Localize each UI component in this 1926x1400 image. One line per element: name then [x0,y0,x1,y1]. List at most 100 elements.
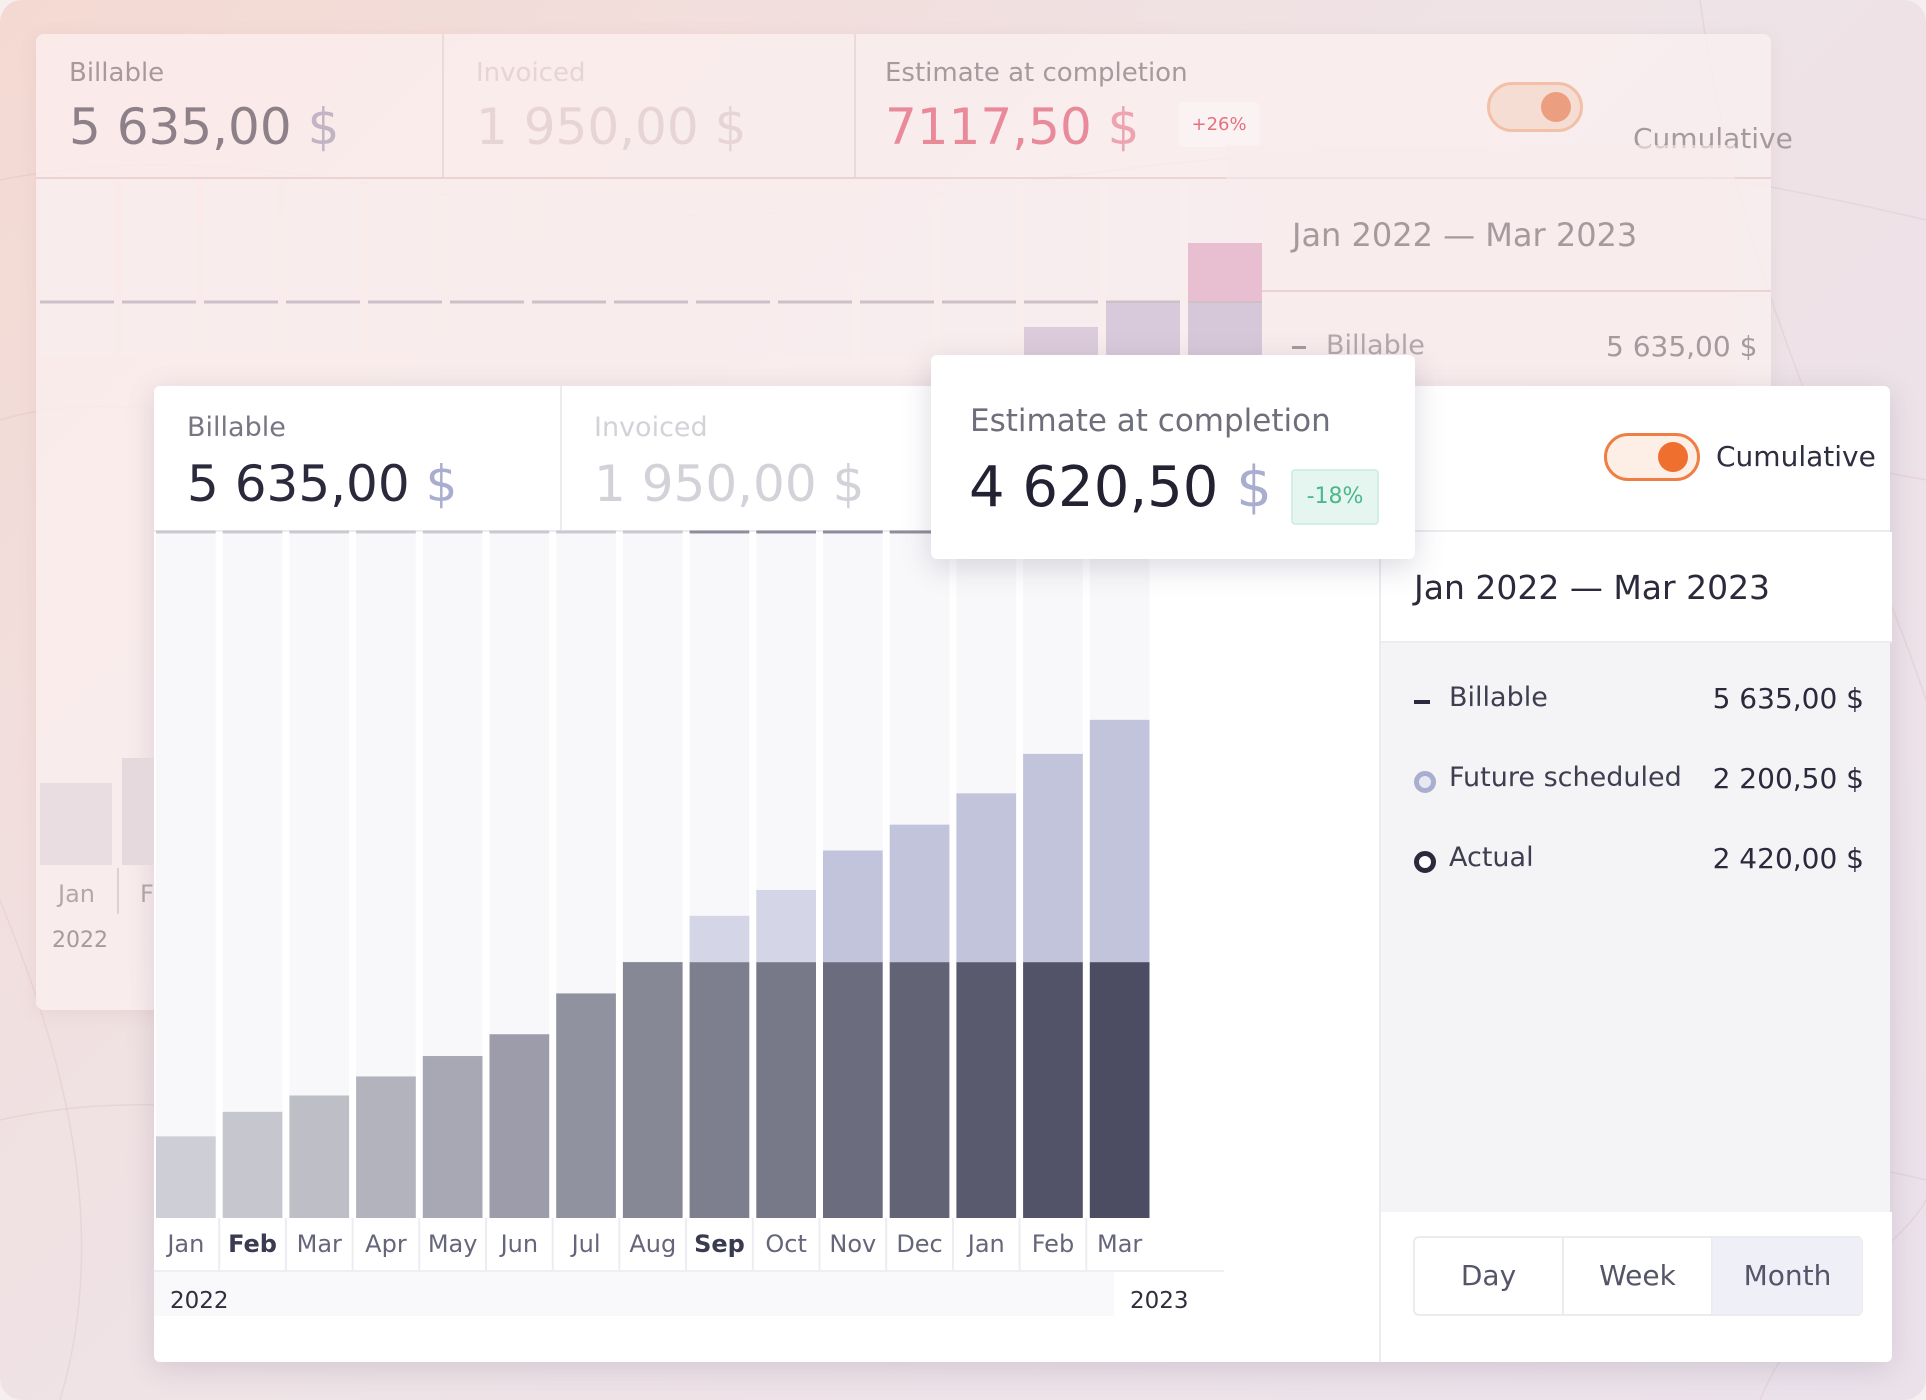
bar-actual [156,1136,216,1218]
tick-label-month: Mar [297,1230,342,1258]
cumulative-toggle[interactable] [1604,433,1700,481]
year-label-2022: 2022 [170,1288,229,1314]
back-kpi-amount: 7117,50 [885,98,1092,156]
cumulative-bar-chart: Jan Feb Mar Apr May Jun Jul Aug Sep Oct Nov Dec Jan F… [154,530,1224,1316]
kpi-currency: $ [832,455,865,513]
date-range: Jan 2022 — Mar 2023 [1414,568,1771,607]
back-date-range: Jan 2022 — Mar 2023 [1292,216,1638,254]
back-column-background [450,180,524,357]
legend-panel: Jan 2022 — Mar 2023 Billable 5 635,00 $ … [1379,532,1892,1362]
back-kpi-estimate: Estimate at completion 7117,50 $ +26% [885,58,1259,156]
kpi-invoiced: Invoiced 1 950,00 $ [594,412,864,513]
year-band-2022 [154,1272,1114,1316]
tick-label-month: Mar [1097,1230,1142,1258]
bar-future-scheduled [889,824,950,963]
bar-future-scheduled [1089,719,1150,963]
back-kpi-value: 1 950,00 $ [476,98,746,156]
back-kpi-divider [854,34,856,179]
period-week-button[interactable]: Week [1564,1238,1713,1314]
legend-item-actual: Actual 2 420,00 $ [1414,842,1864,882]
back-bar-future [1188,303,1262,357]
kpi-label: Invoiced [594,412,708,443]
period-selector: Day Week Month [1413,1236,1863,1316]
bar-actual [489,1034,550,1218]
tick-label-month: Feb [1032,1230,1075,1258]
ring-icon [1414,851,1436,873]
kpi-amount: 5 635,00 [187,455,410,513]
back-kpi-label: Billable [69,58,165,88]
estimate-value: 4 620,50 $ [969,455,1272,520]
back-axis-separator [117,868,119,914]
bar-actual [1023,962,1083,1218]
kpi-label: Billable [187,412,286,443]
estimate-currency: $ [1236,455,1272,520]
legend-label: Future scheduled [1449,762,1682,793]
bar-actual [1089,962,1150,1218]
bar-actual [689,962,750,1218]
legend-item-billable: Billable 5 635,00 $ [1414,682,1864,722]
back-column-background [368,180,442,357]
bar-actual [823,962,883,1218]
period-month-button[interactable]: Month [1713,1238,1862,1314]
kpi-value: 1 950,00 $ [594,455,864,513]
back-column-background [40,180,114,357]
bar-actual [956,962,1017,1218]
bar-actual [756,962,816,1218]
back-bar-future [1024,327,1098,357]
kpi-divider [560,386,562,532]
bar-future-scheduled [689,915,750,963]
tick-label-month: Sep [694,1230,745,1258]
legend-value: 5 635,00 $ [1712,682,1864,715]
bar-actual [622,962,683,1218]
kpi-amount: 1 950,00 [594,455,817,513]
bar-future-scheduled [756,889,816,963]
bar-future-scheduled [823,850,883,963]
legend-label: Actual [1449,842,1534,873]
ring-icon [1414,771,1436,793]
back-kpi-label: Estimate at completion [885,58,1188,88]
back-column-background [614,180,688,357]
legend-label: Billable [1449,682,1548,713]
legend-value: 2 200,50 $ [1712,762,1864,795]
back-kpi-divider [442,34,444,179]
back-axis-month-jan: Jan [58,880,95,908]
back-legend-separator [1262,290,1771,292]
kpi-billable: Billable 5 635,00 $ [187,412,457,513]
back-column-background [860,180,934,357]
back-kpi-currency: $ [307,98,340,156]
kpi-value: 5 635,00 $ [187,455,457,513]
back-kpi-billable: Billable 5 635,00 $ [69,58,339,156]
toggle-knob [1658,442,1688,472]
tick-label-month: Jan [966,1230,1005,1258]
back-bar-actual [122,758,154,865]
back-kpi-value: 5 635,00 $ [69,98,339,156]
back-kpi-currency: $ [714,98,747,156]
back-cumulative-toggle[interactable] [1487,82,1583,132]
back-column-background [204,180,278,357]
tick-label-month: Oct [765,1230,807,1258]
back-legend-billable-value: 5 635,00 $ [1606,330,1758,363]
back-axis-month-feb-partial: F [140,880,154,908]
tick-label-month: Nov [829,1230,876,1258]
dash-icon [1414,700,1430,704]
period-day-button[interactable]: Day [1415,1238,1564,1314]
back-bar-actual [40,783,112,865]
kpi-currency: $ [425,455,458,513]
back-kpi-currency: $ [1107,98,1140,156]
back-kpi-amount: 1 950,00 [476,98,699,156]
tick-label-month: Jan [165,1230,204,1258]
date-range-box: Jan 2022 — Mar 2023 [1381,532,1892,643]
back-kpi-label: Invoiced [476,58,586,88]
legend-item-future-scheduled: Future scheduled 2 200,50 $ [1414,762,1864,802]
bar-actual [222,1111,283,1218]
back-column-background [286,180,360,357]
bar-actual [422,1056,483,1218]
column-background [222,534,283,1218]
toggle-knob [1541,92,1571,122]
bar-future-scheduled [956,793,1017,963]
back-kpi-strip: Billable 5 635,00 $ Invoiced 1 950,00 $ … [36,34,1793,179]
estimate-label: Estimate at completion [970,403,1331,439]
back-estimate-badge: +26% [1179,102,1259,147]
